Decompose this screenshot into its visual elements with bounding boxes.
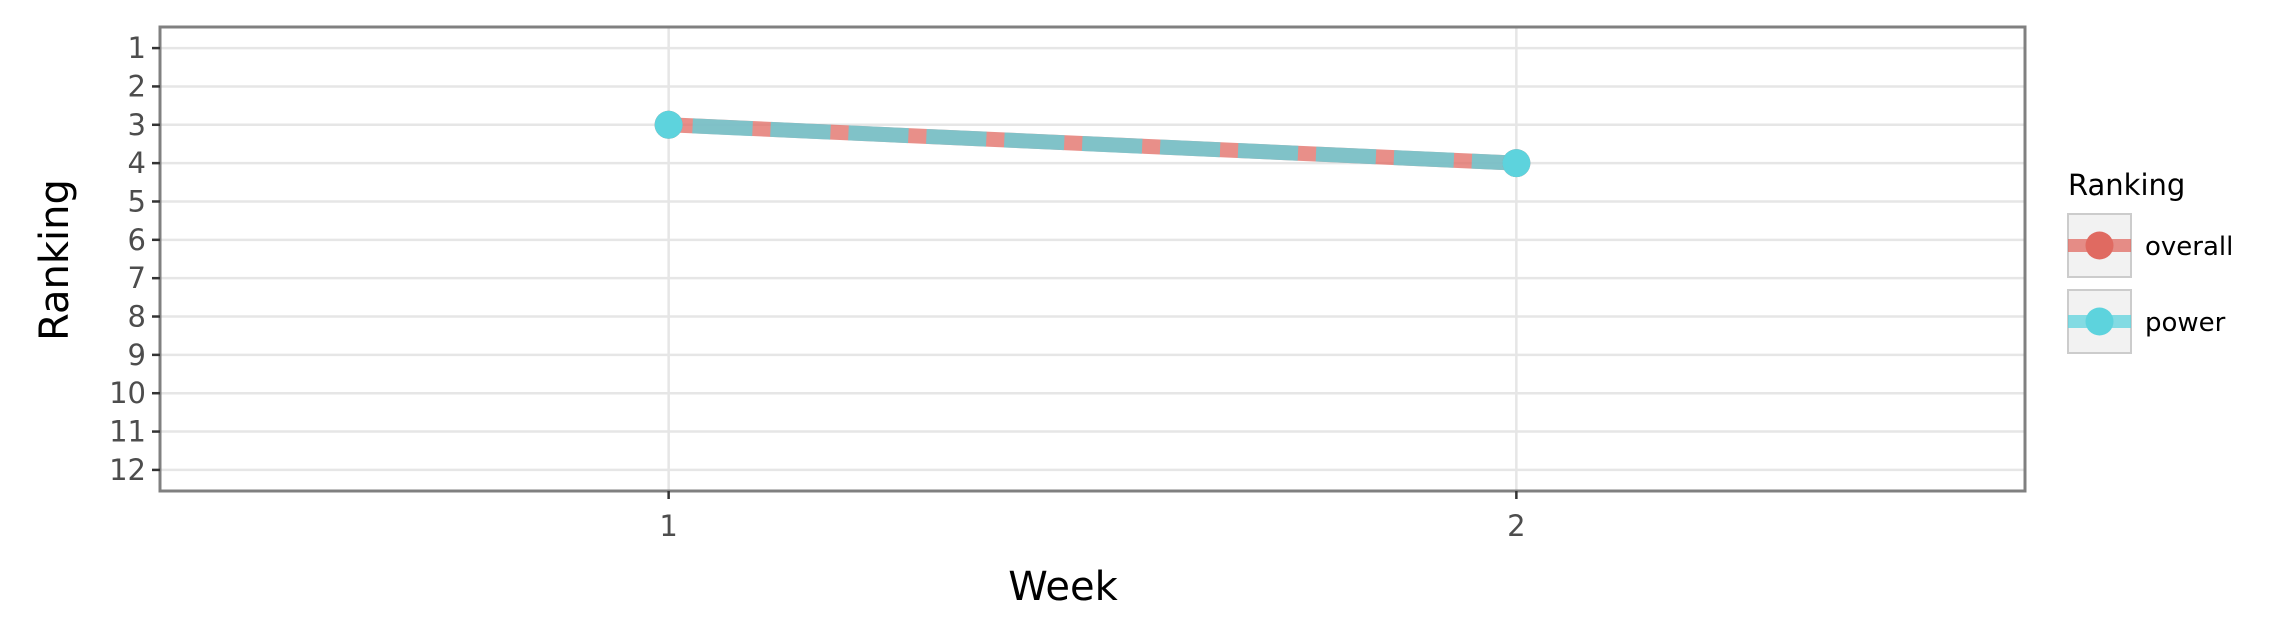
y-tick-label: 11 (109, 415, 146, 449)
x-tick-label: 2 (1507, 509, 1525, 543)
plot-background (160, 27, 2025, 491)
y-tick-label: 10 (109, 376, 146, 410)
y-tick-label: 1 (128, 31, 146, 65)
legend-item-overall: overall (2067, 213, 2233, 278)
y-tick-label: 7 (128, 261, 146, 295)
y-tick-label: 6 (128, 223, 146, 257)
legend-label: overall (2145, 232, 2233, 262)
plot-border (158, 25, 2027, 493)
series-line-power (668, 117, 1517, 171)
series-layer (654, 110, 1531, 178)
x-axis-title: Week (1008, 564, 1118, 610)
legend-label: power (2145, 308, 2226, 338)
y-tick-label: 5 (128, 184, 146, 218)
y-axis-title: Ranking (32, 179, 78, 341)
y-tick-label: 4 (128, 146, 146, 180)
data-point-power (1502, 149, 1531, 178)
legend-title: Ranking (2068, 168, 2185, 202)
y-tick-label: 9 (128, 338, 146, 372)
legend-item-power: power (2067, 289, 2226, 354)
y-tick-label: 3 (128, 108, 146, 142)
data-point-power (654, 110, 683, 139)
y-gridlines (160, 46, 2025, 472)
legend-key-point (2085, 307, 2114, 336)
x-tick-label: 1 (659, 509, 677, 543)
y-tick-label: 12 (109, 453, 146, 487)
legend: Ranking overall power (2067, 168, 2233, 354)
legend-key-point (2085, 231, 2114, 260)
x-gridlines (667, 27, 1518, 491)
y-tick-label: 8 (128, 300, 146, 334)
y-tick-label: 2 (128, 69, 146, 103)
